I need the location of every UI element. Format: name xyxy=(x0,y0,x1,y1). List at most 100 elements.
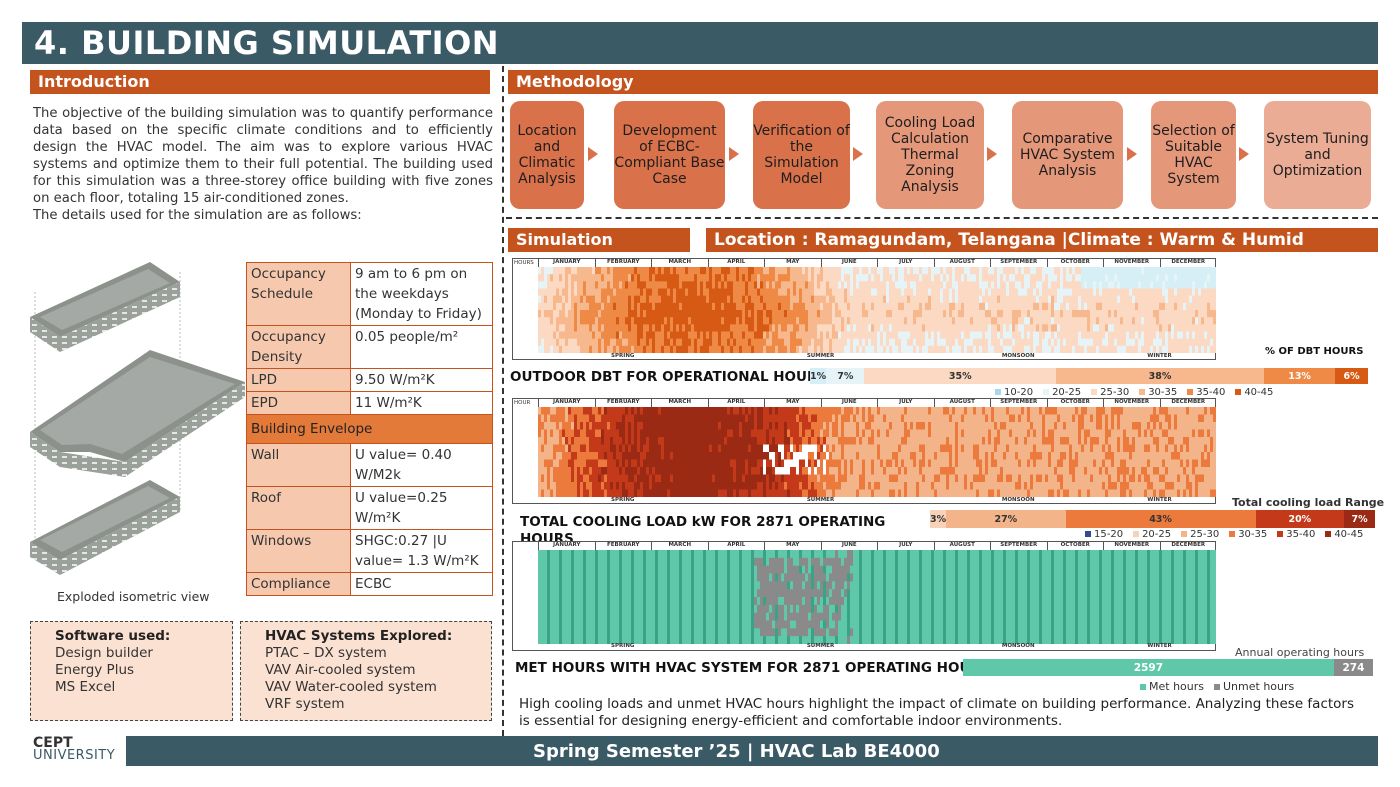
heatmap-cell xyxy=(544,429,548,438)
heatmap-cell xyxy=(547,317,551,325)
heatmap-cell xyxy=(1021,474,1025,483)
heatmap-cell xyxy=(1186,338,1190,347)
heatmap-cell xyxy=(1156,267,1160,275)
heatmap-cell xyxy=(616,452,620,460)
heatmap-cell xyxy=(829,489,833,497)
heatmap-cell xyxy=(982,310,986,318)
heatmap-cell xyxy=(592,429,596,438)
heatmap-cell xyxy=(739,338,743,347)
heatmap-cell xyxy=(859,437,863,445)
heatmap-cell xyxy=(745,324,749,332)
heatmap-cell xyxy=(610,331,614,339)
heatmap-cell xyxy=(892,317,896,325)
heatmap-cell xyxy=(673,324,677,332)
heatmap-cell xyxy=(898,331,902,339)
heatmap-cell xyxy=(643,295,647,304)
heatmap-cell xyxy=(700,310,704,318)
heatmap-cell xyxy=(640,489,644,497)
heatmap-cell xyxy=(610,338,614,347)
heatmap-cell xyxy=(1000,295,1004,304)
month-axis: JANUARY FEBRUARY MARCH APRIL MAY JUNE JULY AUGU… xyxy=(538,259,1216,267)
heatmap-cell xyxy=(751,407,755,415)
heatmap-cell xyxy=(775,317,779,325)
heatmap-cell xyxy=(904,331,908,339)
heatmap-cell xyxy=(964,310,968,318)
heatmap-cell xyxy=(1141,281,1145,289)
heatmap-cell xyxy=(979,422,983,430)
heatmap-cell xyxy=(853,338,857,347)
heatmap-cell xyxy=(916,281,920,289)
heatmap-cell xyxy=(586,317,590,325)
heatmap-cell xyxy=(586,338,590,347)
heatmap-cell xyxy=(1003,324,1007,332)
heatmap-cell xyxy=(1165,324,1169,332)
heatmap-cell xyxy=(799,414,803,423)
heatmap-cell xyxy=(742,324,746,332)
heatmap-cell xyxy=(850,281,854,289)
heatmap-cell xyxy=(919,407,923,415)
heatmap-cell xyxy=(1036,295,1040,304)
heatmap-cell xyxy=(688,407,692,415)
heatmap-cell xyxy=(661,422,665,430)
heatmap-cell xyxy=(688,324,692,332)
heatmap-cell xyxy=(898,489,902,497)
heatmap-cell xyxy=(919,331,923,339)
heatmap-cell xyxy=(718,482,722,490)
heatmap-cell xyxy=(727,295,731,304)
heatmap-cell xyxy=(1015,489,1019,497)
heatmap-cell xyxy=(1054,281,1058,289)
heatmap-cell xyxy=(1033,302,1037,311)
heatmap-cell xyxy=(607,414,611,423)
heatmap-cell xyxy=(883,429,887,438)
heatmap-cell xyxy=(784,295,788,304)
heatmap-cell xyxy=(889,281,893,289)
spec-value: 9.50 W/m²K xyxy=(350,368,493,392)
heatmap-cell xyxy=(895,295,899,304)
heatmap-cell xyxy=(853,288,857,296)
heatmap-cell xyxy=(559,295,563,304)
heatmap-cell xyxy=(1051,317,1055,325)
heatmap-cell xyxy=(613,414,617,423)
heatmap-cell xyxy=(997,295,1001,304)
heatmap-cell xyxy=(598,338,602,347)
heatmap-cell xyxy=(1039,302,1043,311)
heatmap-cell xyxy=(964,407,968,415)
heatmap-cell xyxy=(703,414,707,423)
heatmap-cell xyxy=(769,467,773,475)
heatmap-cell xyxy=(997,345,1001,353)
heatmap-cell xyxy=(709,414,713,423)
heatmap-cell xyxy=(1024,310,1028,318)
heatmap-cell xyxy=(622,331,626,339)
heatmap-cell xyxy=(997,459,1001,468)
heatmap-cell xyxy=(769,288,773,296)
heatmap-cell xyxy=(1084,338,1088,347)
heatmap-cell xyxy=(619,452,623,460)
heatmap-cell xyxy=(736,422,740,430)
heatmap-cell xyxy=(862,407,866,415)
heatmap-cell xyxy=(727,474,731,483)
heatmap-cell xyxy=(997,474,1001,483)
heatmap-cell xyxy=(979,467,983,475)
heatmap-cell xyxy=(1111,331,1115,339)
heatmap-cell xyxy=(1033,281,1037,289)
heatmap-cell xyxy=(553,310,557,318)
heatmap-cell xyxy=(901,489,905,497)
heatmap-cell xyxy=(1201,310,1205,318)
heatmap-cell xyxy=(982,474,986,483)
heatmap-cell xyxy=(1078,324,1082,332)
heatmap-cell xyxy=(1159,345,1163,353)
heatmap-cell xyxy=(778,267,782,275)
heatmap-cell xyxy=(1165,310,1169,318)
heatmap-cell xyxy=(871,467,875,475)
heatmap-cell xyxy=(877,267,881,275)
heatmap-cell xyxy=(679,281,683,289)
heatmap-cell xyxy=(673,414,677,423)
heatmap-cell xyxy=(952,281,956,289)
heatmap-cell xyxy=(793,310,797,318)
heatmap-cell xyxy=(949,302,953,311)
heatmap-cell xyxy=(736,302,740,311)
heatmap-cell xyxy=(712,331,716,339)
heatmap-cell xyxy=(1018,274,1022,282)
heatmap-cell xyxy=(541,324,545,332)
heatmap-cell xyxy=(574,482,578,490)
